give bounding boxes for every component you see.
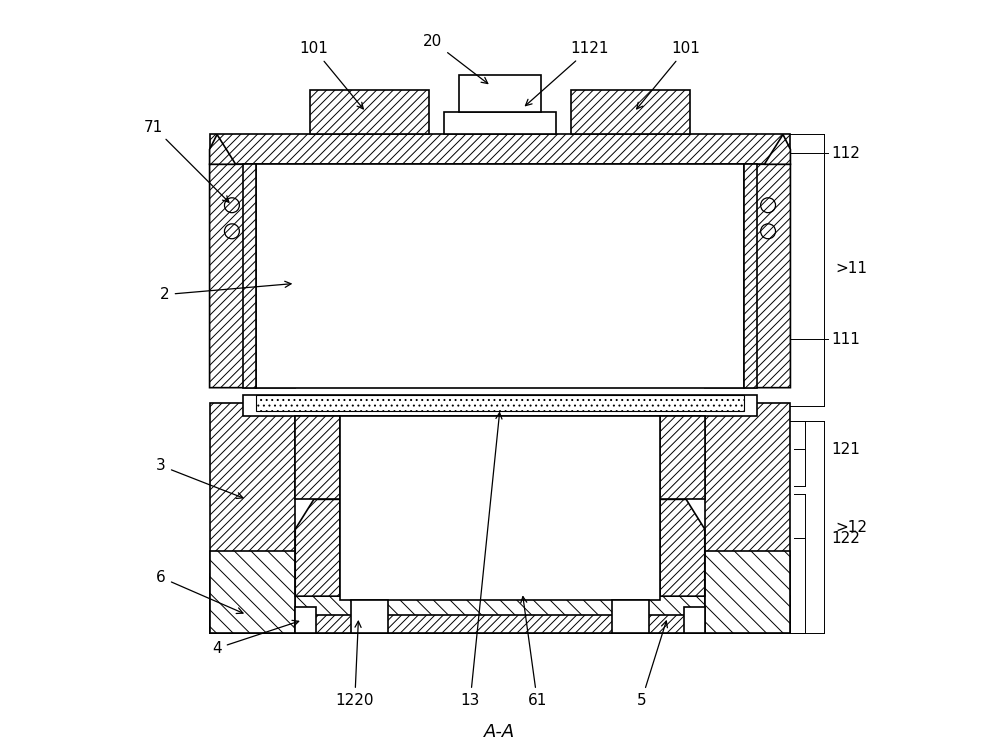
Text: 71: 71 [144, 120, 229, 203]
Text: 5: 5 [637, 621, 667, 708]
Text: 2: 2 [160, 282, 291, 302]
Text: 6: 6 [156, 570, 243, 614]
Bar [295, 596, 705, 633]
Text: 3: 3 [156, 459, 243, 498]
Text: 1220: 1220 [336, 621, 374, 708]
Bar [243, 395, 757, 416]
Bar [310, 90, 429, 135]
Text: 20: 20 [423, 34, 488, 84]
Bar [295, 608, 316, 633]
Bar [612, 600, 649, 633]
Bar [210, 551, 295, 633]
Bar [744, 164, 757, 388]
Bar [210, 614, 790, 633]
Polygon shape [295, 499, 340, 596]
Bar [256, 395, 744, 411]
Text: 122: 122 [831, 531, 860, 546]
Text: 111: 111 [831, 332, 860, 347]
Polygon shape [660, 416, 705, 499]
Bar [459, 75, 541, 112]
Text: 13: 13 [461, 413, 502, 708]
Text: A-A: A-A [484, 724, 516, 742]
Bar [210, 596, 790, 633]
Bar [210, 135, 790, 164]
Polygon shape [705, 164, 790, 388]
Bar [210, 403, 295, 633]
Polygon shape [210, 135, 236, 164]
Bar [243, 164, 256, 388]
Text: 101: 101 [637, 41, 701, 109]
Text: 112: 112 [831, 145, 860, 160]
Text: 61: 61 [521, 596, 547, 708]
Bar [210, 574, 619, 596]
Text: 101: 101 [299, 41, 363, 109]
Polygon shape [210, 164, 295, 388]
Bar [444, 112, 556, 135]
Bar [351, 600, 388, 633]
Text: 121: 121 [831, 441, 860, 456]
Text: 4: 4 [212, 620, 299, 656]
Text: >11: >11 [835, 261, 867, 276]
Bar [256, 164, 744, 388]
Bar [684, 608, 705, 633]
Polygon shape [295, 416, 340, 499]
Text: 1121: 1121 [525, 41, 609, 105]
Polygon shape [764, 135, 790, 164]
Polygon shape [660, 499, 705, 596]
Bar [340, 416, 660, 600]
Bar [705, 403, 790, 633]
Bar [705, 551, 790, 633]
Text: >12: >12 [835, 520, 867, 535]
Bar [571, 90, 690, 135]
